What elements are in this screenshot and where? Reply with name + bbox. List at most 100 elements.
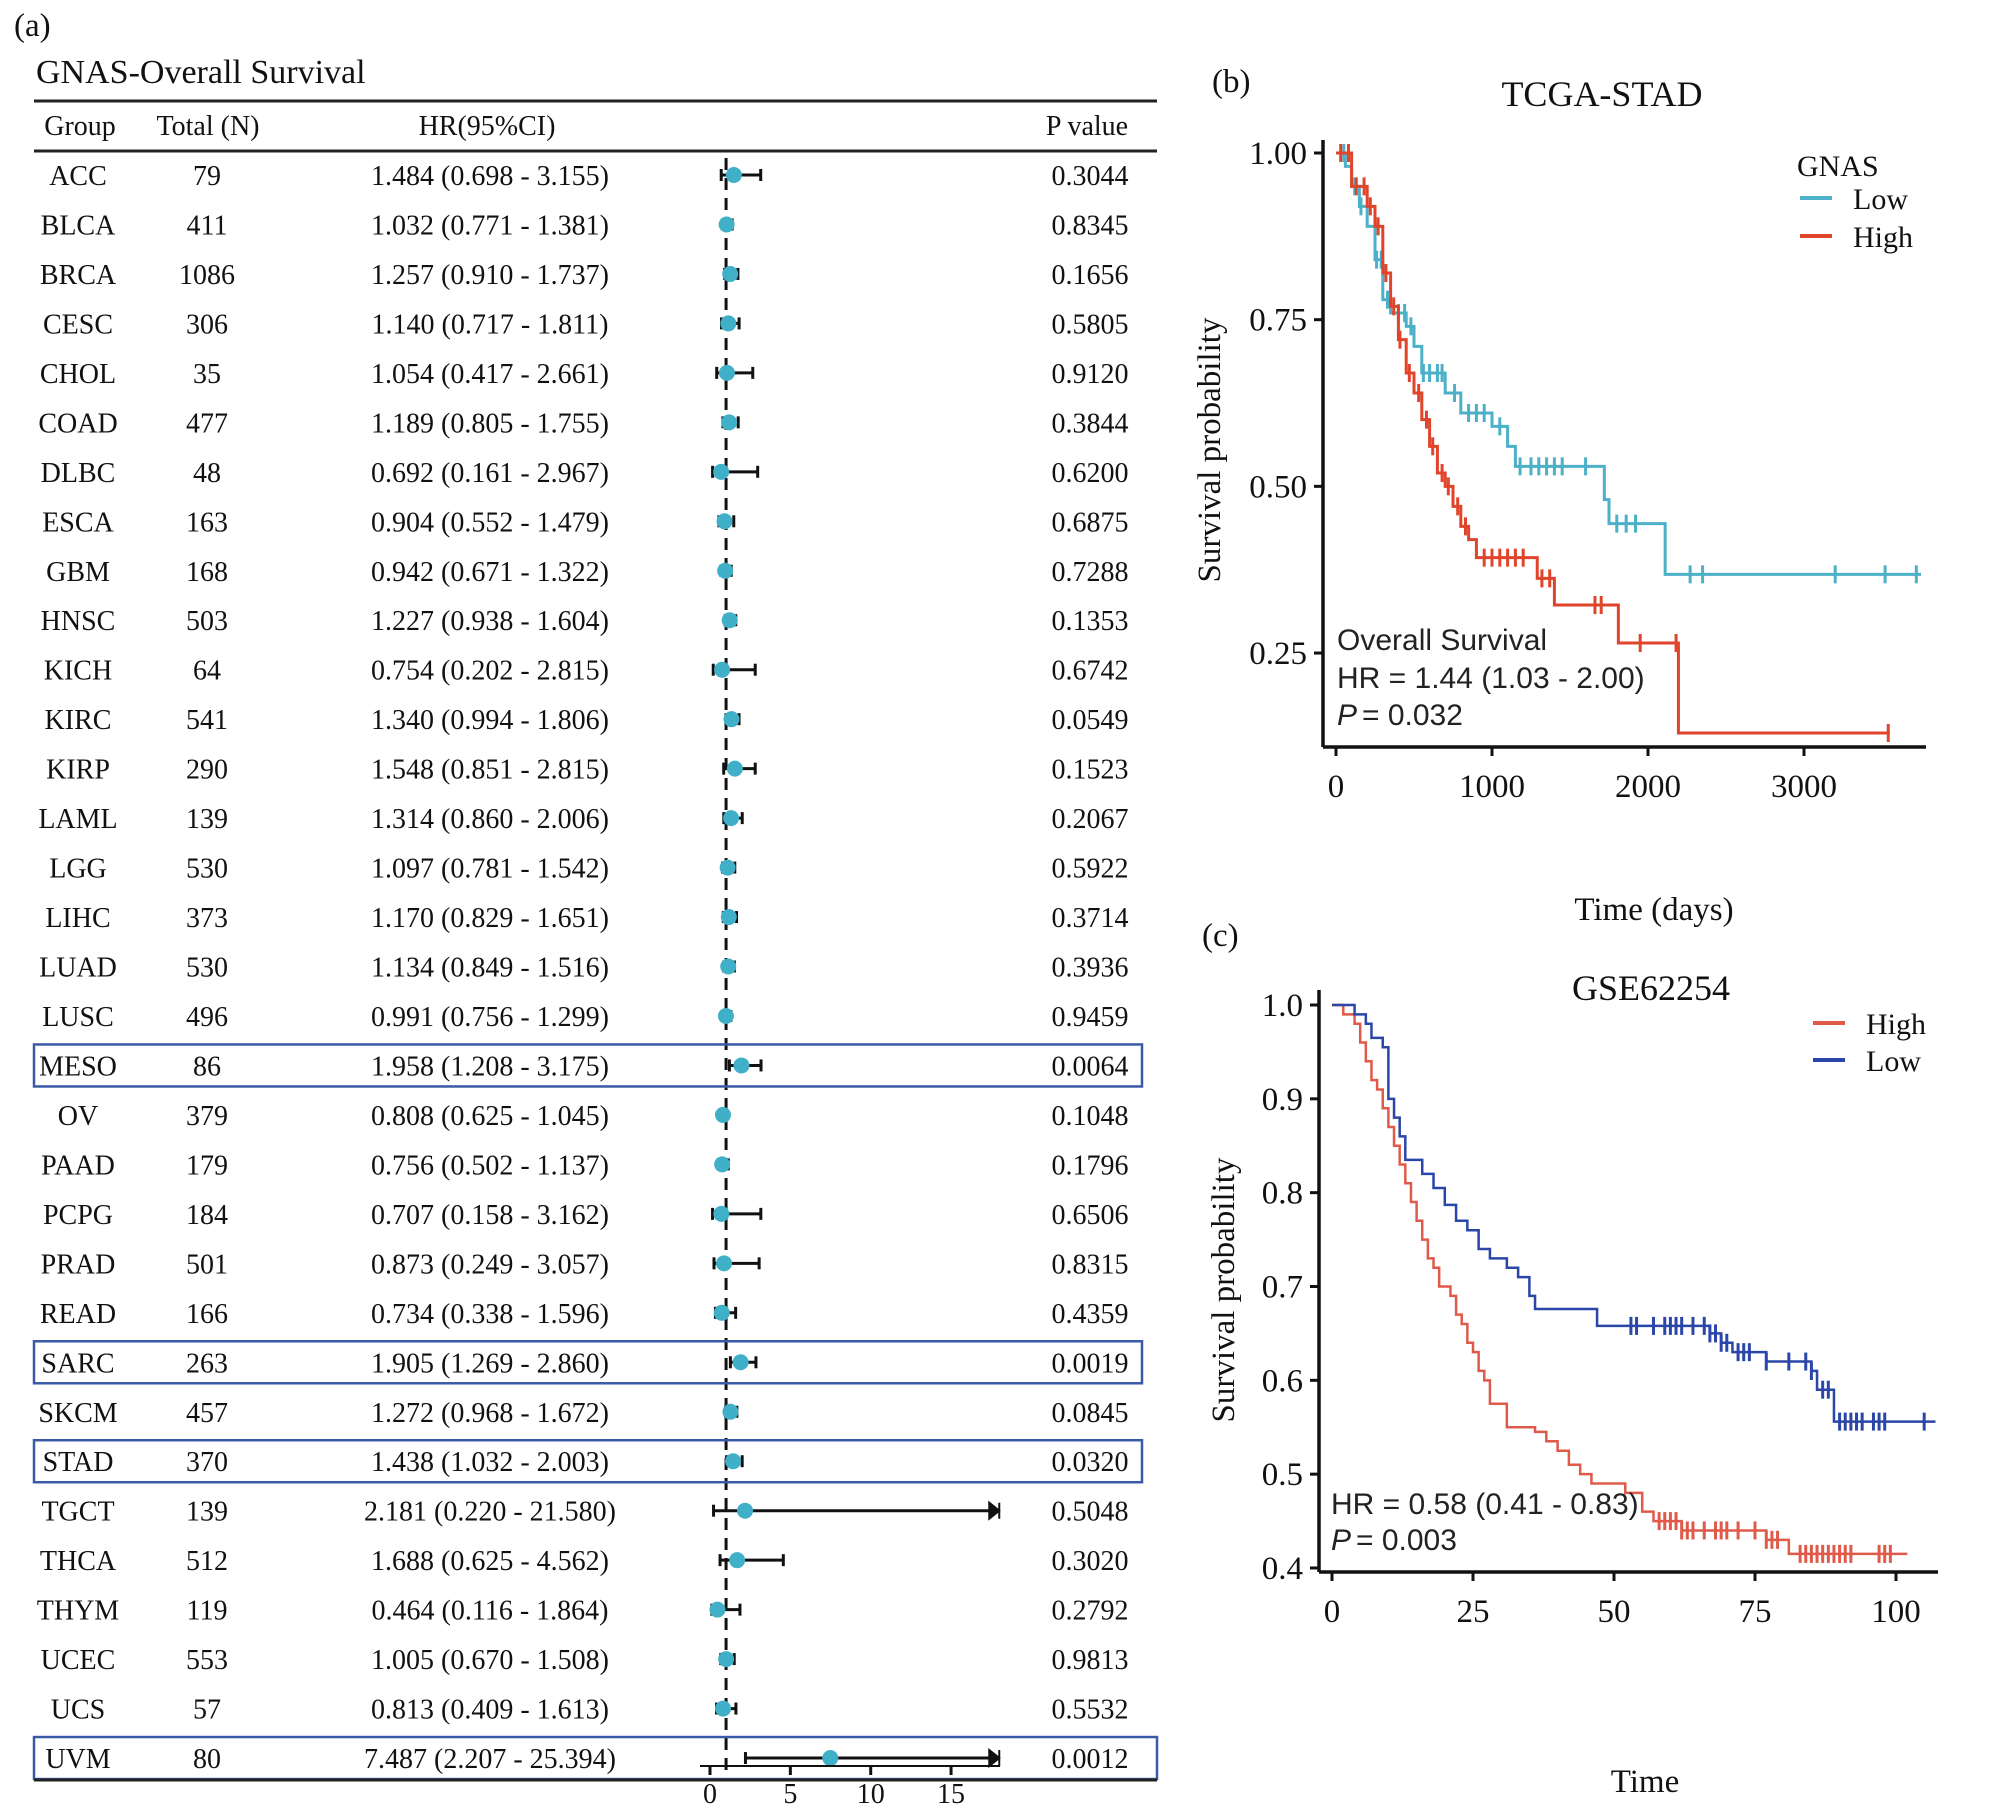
- hr-ci-text: 1.032 (0.771 - 1.381): [371, 210, 609, 241]
- highlight-box: [32, 1438, 1144, 1484]
- hr-point: [718, 364, 735, 381]
- table-row-lihc: LIHC 373 1.170 (0.829 - 1.651) 0.3714: [45, 903, 1128, 934]
- table-row-dlbc: DLBC 48 0.692 (0.161 - 2.967) 0.6200: [41, 458, 1129, 489]
- p-value: 0.5805: [1052, 309, 1129, 340]
- hr-point: [717, 1007, 734, 1024]
- total-n: 541: [186, 705, 228, 736]
- hr-ci-text: 1.314 (0.860 - 2.006): [371, 804, 609, 835]
- hr-point: [716, 513, 733, 530]
- p-value: 0.0549: [1052, 705, 1129, 736]
- group-label: BLCA: [41, 210, 116, 241]
- total-n: 179: [186, 1150, 228, 1181]
- table-row-esca: ESCA 163 0.904 (0.552 - 1.479) 0.6875: [42, 507, 1128, 538]
- group-label: READ: [40, 1299, 116, 1330]
- header-hr: HR(95%CI): [419, 111, 556, 142]
- hr-point: [733, 1057, 750, 1074]
- hr-ci-text: 1.227 (0.938 - 1.604): [371, 606, 609, 637]
- total-n: 457: [186, 1398, 228, 1429]
- table-row-luad: LUAD 530 1.134 (0.849 - 1.516) 0.3936: [39, 953, 1128, 984]
- hr-ci-text: 0.808 (0.625 - 1.045): [371, 1101, 609, 1132]
- hr-ci-text: 0.692 (0.161 - 2.967): [371, 458, 609, 489]
- hr-point: [737, 1502, 754, 1519]
- total-n: 496: [186, 1002, 228, 1033]
- table-row-thca: THCA 512 1.688 (0.625 - 4.562) 0.3020: [40, 1546, 1129, 1577]
- hr-point: [718, 216, 735, 233]
- hr-point: [732, 1354, 749, 1371]
- y-tick-label: 0.7: [1262, 1269, 1303, 1305]
- hr-point: [717, 562, 734, 579]
- table-row-ucec: UCEC 553 1.005 (0.670 - 1.508) 0.9813: [41, 1645, 1129, 1676]
- p-value: 0.3844: [1052, 408, 1129, 439]
- total-n: 48: [193, 458, 221, 489]
- x-tick-label: 5: [783, 1779, 797, 1810]
- hr-point: [718, 1651, 735, 1668]
- hr-ci-text: 1.257 (0.910 - 1.737): [371, 260, 609, 291]
- hr-ci-text: 0.707 (0.158 - 3.162): [371, 1200, 609, 1231]
- hr-ci-text: 0.991 (0.756 - 1.299): [371, 1002, 609, 1033]
- group-label: OV: [58, 1101, 98, 1132]
- table-row-brca: BRCA 1086 1.257 (0.910 - 1.737) 0.1656: [40, 260, 1129, 291]
- group-label: COAD: [38, 408, 117, 439]
- p-value: 0.8345: [1052, 210, 1129, 241]
- header-group: Group: [44, 111, 116, 142]
- hr-ci-text: 1.097 (0.781 - 1.542): [371, 854, 609, 885]
- table-row-meso: MESO 86 1.958 (1.208 - 3.175) 0.0064: [32, 1043, 1144, 1088]
- hr-ci-text: 1.272 (0.968 - 1.672): [371, 1398, 609, 1429]
- p-value: 0.9120: [1052, 359, 1129, 390]
- hr-ci-text: 0.904 (0.552 - 1.479): [371, 507, 609, 538]
- hr-ci-text: 1.688 (0.625 - 4.562): [371, 1546, 609, 1577]
- hr-point: [725, 1453, 742, 1470]
- x-tick-label: 1000: [1459, 769, 1525, 805]
- group-label: ESCA: [42, 507, 114, 538]
- km-b-annotation-hr: HR = 1.44 (1.03 - 2.00): [1337, 662, 1645, 695]
- table-row-pcpg: PCPG 184 0.707 (0.158 - 3.162) 0.6506: [43, 1200, 1129, 1231]
- total-n: 512: [186, 1546, 228, 1577]
- table-row-laml: LAML 139 1.314 (0.860 - 2.006) 0.2067: [38, 804, 1128, 835]
- group-label: KICH: [44, 656, 112, 687]
- p-value: 0.6200: [1052, 458, 1129, 489]
- group-label: UVM: [45, 1744, 110, 1775]
- group-label: LAML: [38, 804, 117, 835]
- hr-ci-text: 0.813 (0.409 - 1.613): [371, 1695, 609, 1726]
- table-row-read: READ 166 0.734 (0.338 - 1.596) 0.4359: [40, 1299, 1129, 1330]
- group-label: THCA: [40, 1546, 117, 1577]
- hr-ci-text: 1.340 (0.994 - 1.806): [371, 705, 609, 736]
- group-label: KIRP: [46, 755, 110, 786]
- table-row-gbm: GBM 168 0.942 (0.671 - 1.322) 0.7288: [46, 557, 1128, 588]
- hr-point: [729, 1552, 746, 1569]
- table-row-stad: STAD 370 1.438 (1.032 - 2.003) 0.0320: [32, 1438, 1144, 1484]
- km-b-xlabel: Time (days): [1574, 892, 1733, 928]
- group-label: MESO: [39, 1051, 117, 1082]
- hr-point: [723, 711, 740, 728]
- p-value: 0.4359: [1052, 1299, 1129, 1330]
- hr-ci-text: 0.756 (0.502 - 1.137): [371, 1150, 609, 1181]
- p-value: 0.3044: [1052, 161, 1129, 192]
- hr-ci-text: 1.548 (0.851 - 2.815): [371, 755, 609, 786]
- total-n: 163: [186, 507, 228, 538]
- total-n: 86: [193, 1051, 221, 1082]
- hr-ci-text: 1.905 (1.269 - 2.860): [371, 1348, 609, 1379]
- km-b-ylabel: Survival probability: [1192, 317, 1228, 582]
- table-row-hnsc: HNSC 503 1.227 (0.938 - 1.604) 0.1353: [41, 606, 1129, 637]
- hr-point: [822, 1750, 839, 1767]
- hr-point: [715, 1700, 732, 1717]
- forest-x-axis: 0 5 10 15: [700, 1765, 1000, 1810]
- hr-point: [720, 315, 737, 332]
- km-c-annotation-p-symbol: P: [1331, 1524, 1351, 1557]
- y-tick-label: 0.8: [1262, 1176, 1303, 1212]
- panel-a-label: (a): [14, 8, 51, 44]
- km-plot-gse62254: GSE62254 Time Survival probability High L…: [1206, 968, 1938, 1800]
- table-row-uvm: UVM 80 7.487 (2.207 - 25.394) 0.0012: [32, 1735, 1159, 1781]
- y-tick-label: 0.25: [1249, 636, 1307, 672]
- hr-point: [721, 612, 738, 629]
- group-label: TGCT: [41, 1497, 114, 1528]
- km-c-legend: High Low: [1813, 1008, 1926, 1078]
- y-tick-label: 1.00: [1249, 136, 1307, 172]
- p-value: 0.2067: [1052, 804, 1129, 835]
- group-label: KIRC: [45, 705, 112, 736]
- legend-label-high: High: [1866, 1008, 1926, 1041]
- group-label: GBM: [46, 557, 110, 588]
- table-row-blca: BLCA 411 1.032 (0.771 - 1.381) 0.8345: [41, 210, 1129, 241]
- p-value: 0.0064: [1052, 1051, 1129, 1082]
